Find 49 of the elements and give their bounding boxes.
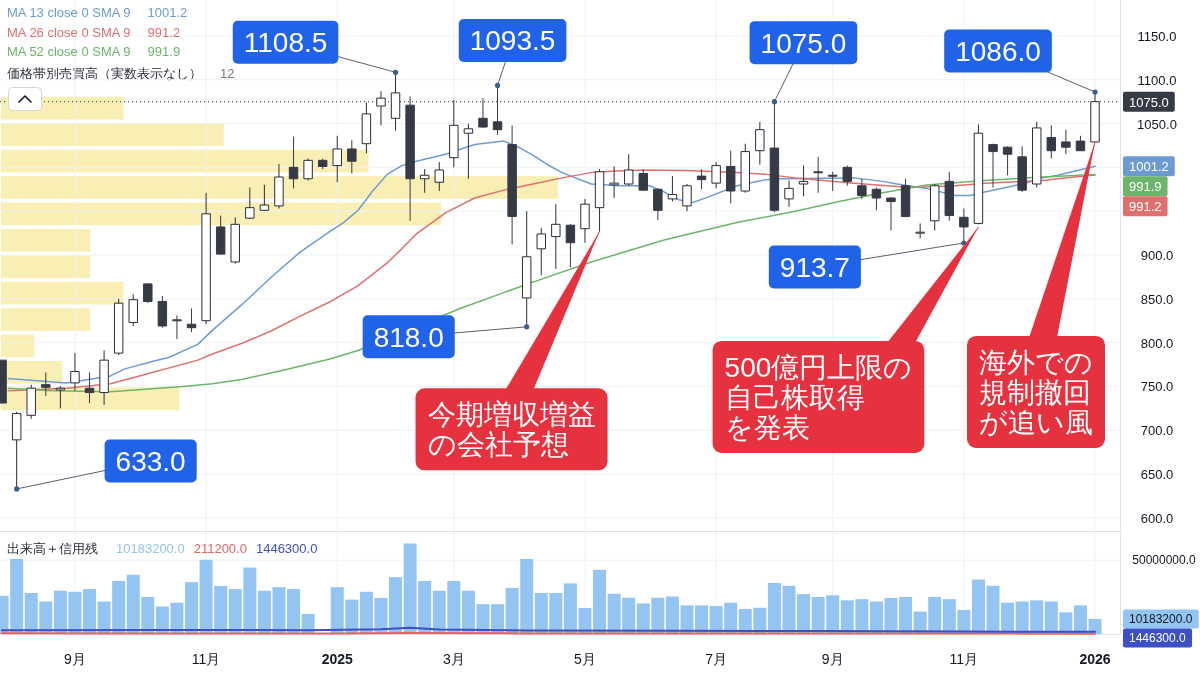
axis-value-label: 1001.2 bbox=[1123, 156, 1175, 177]
x-tick-label: 9月 bbox=[821, 651, 844, 667]
x-tick-label: 3月 bbox=[442, 651, 465, 667]
y-tick-label: 850.0 bbox=[1140, 291, 1174, 307]
annotation: 211200.0 bbox=[193, 540, 247, 556]
annotation: 1446300.0 bbox=[255, 540, 318, 556]
annotation: 今期増収増益の会社予想 bbox=[427, 398, 596, 460]
axis-value-label: 991.9 bbox=[1123, 176, 1168, 197]
annotation: 10183200.0 bbox=[116, 540, 185, 556]
y-tick-label: 800.0 bbox=[1140, 335, 1174, 351]
axis-value-label: 991.2 bbox=[1123, 196, 1168, 217]
annotation: 500億円上限の自己株取得を発表 bbox=[724, 351, 913, 443]
annotation: 1108.5 bbox=[243, 26, 328, 58]
chart-title: 価格帯別売買高（実数表示なし） bbox=[7, 65, 202, 81]
y-tick-label: 900.0 bbox=[1140, 247, 1174, 263]
axis-value-label: 10183200.0 bbox=[1123, 609, 1199, 629]
text: 出来高＋信用残 bbox=[7, 540, 98, 556]
annotation: 1086.0 bbox=[955, 35, 1041, 67]
annotation: 1093.5 bbox=[469, 24, 556, 56]
annotation: 1075.0 bbox=[760, 27, 847, 59]
y-tick-label: 650.0 bbox=[1140, 466, 1174, 482]
y-tick-label: 1100.0 bbox=[1137, 72, 1177, 88]
axis-value-label: 1446300.0 bbox=[1123, 628, 1193, 648]
y-tick-label: 750.0 bbox=[1140, 378, 1174, 394]
x-tick-label: 11月 bbox=[949, 651, 979, 667]
y-tick-label: 1150.0 bbox=[1137, 28, 1177, 44]
x-tick-label: 7月 bbox=[705, 651, 728, 667]
annotation: 633.0 bbox=[115, 445, 186, 477]
x-tick-label: 11月 bbox=[191, 651, 221, 667]
legend-item: MA 52 close 0 SMA 9 bbox=[7, 43, 131, 59]
axis-value-label: 1075.0 bbox=[1123, 91, 1175, 112]
y-tick-label: 600.0 bbox=[1140, 510, 1174, 526]
annotation: 海外での規制撤回が追い風 bbox=[979, 346, 1094, 438]
annotation: 12 bbox=[220, 65, 235, 81]
x-tick-label: 9月 bbox=[64, 651, 86, 667]
x-tick-label: 2026 bbox=[1079, 651, 1111, 667]
y-tick-label: 50000000.0 bbox=[1132, 553, 1197, 568]
y-tick-label: 700.0 bbox=[1140, 422, 1174, 438]
x-tick-label: 5月 bbox=[574, 651, 596, 667]
x-tick-label: 2025 bbox=[321, 651, 354, 667]
annotation: 818.0 bbox=[373, 321, 444, 353]
ref-line-label: 1075.0 bbox=[1129, 94, 1169, 110]
annotation: 913.7 bbox=[779, 251, 850, 283]
annotation: 991.2 bbox=[147, 24, 181, 39]
legend-item: MA 13 close 0 SMA 9 bbox=[7, 4, 131, 20]
annotation: 1001.2 bbox=[147, 4, 188, 20]
annotation: 991.9 bbox=[147, 43, 181, 59]
y-tick-label: 1050.0 bbox=[1137, 116, 1177, 132]
legend-item: MA 26 close 0 SMA 9 bbox=[7, 24, 131, 39]
